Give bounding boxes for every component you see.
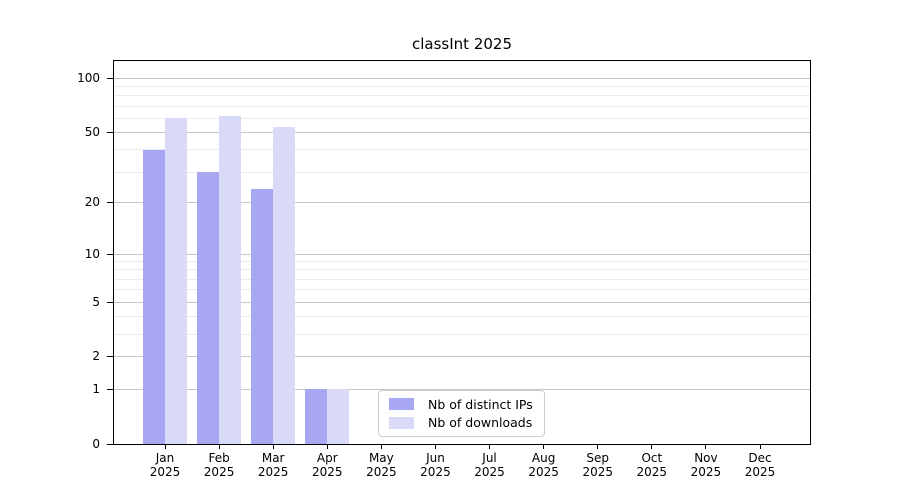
gridline-minor — [114, 278, 810, 280]
y-tick-label: 0 — [92, 436, 100, 451]
gridline-minor — [114, 105, 810, 107]
chart-title: classInt 2025 — [412, 35, 512, 53]
y-tick-mark — [107, 443, 113, 445]
x-tick-label-aug: Aug 2025 — [528, 451, 559, 479]
gridline-minor — [114, 333, 810, 335]
y-tick-mark — [107, 202, 113, 204]
bar-distinct-ips-apr — [305, 389, 328, 444]
gridline-minor — [114, 261, 810, 263]
x-tick-mark — [705, 444, 707, 449]
gridline-major — [114, 132, 810, 134]
bar-downloads-jan — [165, 118, 187, 444]
gridline-major — [114, 301, 810, 303]
x-tick-label-dec: Dec 2025 — [744, 451, 776, 479]
x-tick-mark — [489, 444, 491, 449]
y-tick-mark — [107, 388, 113, 390]
gridline-major — [114, 78, 810, 79]
y-tick-mark — [107, 356, 113, 358]
x-tick-mark — [651, 444, 653, 449]
gridline-major — [114, 356, 810, 358]
y-tick-label: 10 — [84, 246, 100, 261]
gridline-major — [114, 388, 810, 390]
y-tick-mark — [107, 253, 113, 255]
legend-item-downloads: Nb of downloads — [389, 415, 534, 430]
x-tick-mark — [218, 444, 220, 449]
bar-downloads-feb — [219, 115, 242, 444]
x-tick-mark — [543, 444, 545, 449]
legend-swatch-downloads — [389, 416, 414, 429]
legend-label-downloads: Nb of downloads — [428, 415, 533, 431]
y-tick-mark — [107, 132, 113, 134]
y-tick-label: 50 — [84, 125, 100, 140]
x-tick-label-jan: Jan 2025 — [149, 451, 181, 479]
y-tick-mark — [107, 78, 113, 79]
x-tick-label-feb: Feb 2025 — [203, 451, 235, 479]
legend-item-distinct-ips: Nb of distinct IPs — [389, 397, 534, 412]
gridline-major — [114, 253, 810, 255]
x-tick-label-mar: Mar 2025 — [257, 451, 289, 479]
x-tick-mark — [434, 444, 436, 449]
gridline-minor — [114, 316, 810, 318]
legend-label-distinct-ips: Nb of distinct IPs — [428, 396, 533, 412]
y-tick-label: 100 — [77, 71, 100, 85]
gridline-minor — [114, 269, 810, 271]
gridline-minor — [114, 95, 810, 97]
gridline-minor — [114, 149, 810, 151]
y-tick-label: 5 — [92, 294, 100, 309]
x-tick-label-sep: Sep 2025 — [582, 451, 613, 479]
x-tick-label-jul: Jul 2025 — [474, 451, 505, 479]
y-tick-label: 20 — [84, 195, 100, 210]
gridline-minor — [114, 171, 810, 173]
x-tick-mark — [272, 444, 274, 449]
legend: Nb of distinct IPs Nb of downloads — [378, 390, 545, 437]
x-tick-label-apr: Apr 2025 — [311, 451, 343, 479]
y-tick-label: 1 — [92, 381, 100, 396]
x-tick-mark — [164, 444, 166, 449]
x-tick-label-jun: Jun 2025 — [420, 451, 451, 479]
gridline-minor — [114, 117, 810, 119]
x-tick-label-nov: Nov 2025 — [690, 451, 722, 479]
gridline-major — [114, 202, 810, 204]
x-tick-label-may: May 2025 — [366, 451, 397, 479]
x-tick-mark — [326, 444, 328, 449]
gridline-minor — [114, 86, 810, 88]
y-tick-mark — [107, 301, 113, 303]
plot-area — [113, 60, 811, 445]
x-tick-mark — [380, 444, 382, 449]
bar-downloads-apr — [327, 389, 350, 444]
bar-downloads-mar — [273, 126, 296, 444]
bar-distinct-ips-mar — [251, 189, 274, 444]
bar-distinct-ips-jan — [143, 149, 165, 444]
x-tick-mark — [759, 444, 761, 449]
legend-swatch-distinct-ips — [389, 398, 414, 411]
x-tick-label-oct: Oct 2025 — [636, 451, 668, 479]
gridline-minor — [114, 289, 810, 291]
y-tick-label: 2 — [92, 349, 100, 364]
x-tick-mark — [597, 444, 599, 449]
bar-distinct-ips-feb — [197, 172, 220, 444]
